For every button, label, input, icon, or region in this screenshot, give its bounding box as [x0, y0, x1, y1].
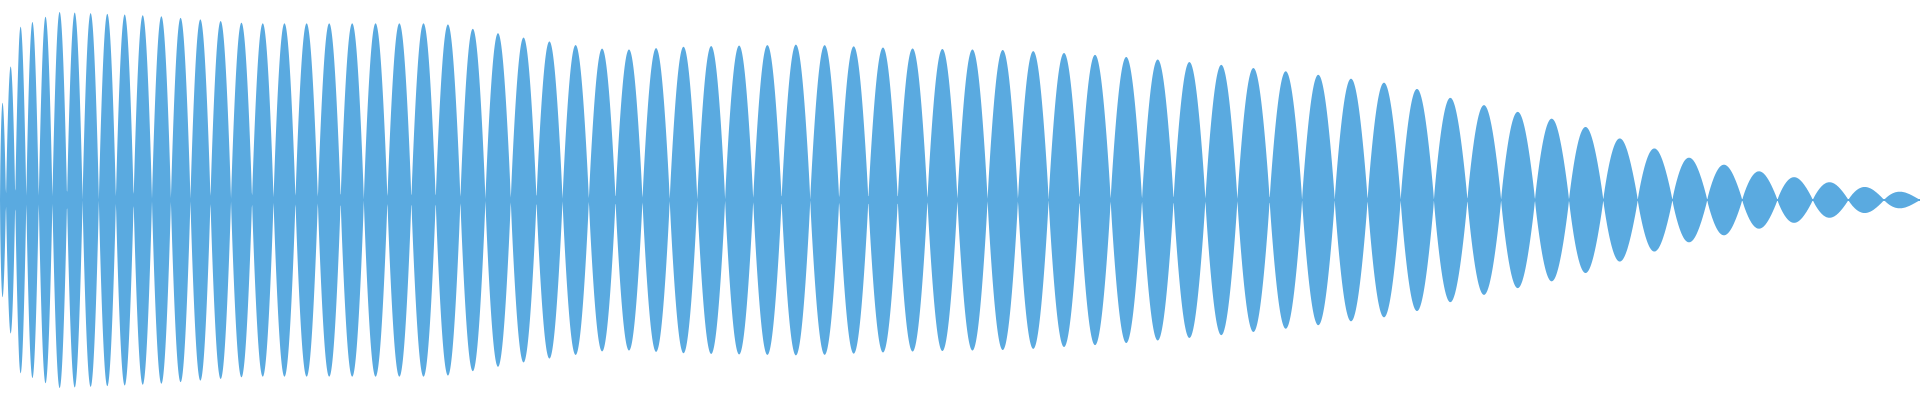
waveform-shape [0, 11, 1920, 389]
